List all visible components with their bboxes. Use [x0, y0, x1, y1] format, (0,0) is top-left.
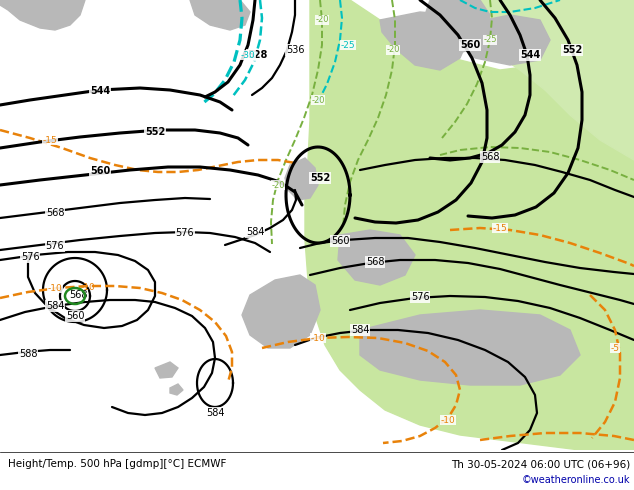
Text: 588: 588: [19, 349, 37, 359]
Polygon shape: [430, 0, 634, 160]
Text: -10: -10: [441, 416, 455, 424]
Text: -25: -25: [340, 41, 355, 49]
Text: 576: 576: [46, 241, 64, 251]
Text: -20: -20: [271, 180, 285, 190]
Text: 576: 576: [176, 228, 194, 238]
Text: -25: -25: [483, 35, 497, 45]
Text: 536: 536: [286, 45, 304, 55]
Text: 560: 560: [66, 311, 84, 321]
Polygon shape: [190, 0, 250, 30]
Text: Th 30-05-2024 06:00 UTC (06+96): Th 30-05-2024 06:00 UTC (06+96): [451, 459, 630, 469]
Text: -20: -20: [386, 46, 400, 54]
Text: -5: -5: [611, 343, 619, 352]
Polygon shape: [380, 12, 470, 70]
Text: 552: 552: [145, 127, 165, 137]
Text: 584: 584: [46, 301, 64, 311]
Text: 560: 560: [90, 166, 110, 176]
Polygon shape: [155, 362, 178, 378]
Text: 584: 584: [206, 408, 224, 418]
Text: 568: 568: [46, 208, 64, 218]
Text: -20: -20: [315, 16, 329, 24]
Text: -10: -10: [81, 283, 95, 292]
Text: 576: 576: [411, 292, 429, 302]
Polygon shape: [285, 158, 318, 200]
Text: 560: 560: [331, 236, 349, 246]
Text: 552: 552: [310, 173, 330, 183]
Text: 576: 576: [21, 252, 39, 262]
Text: 552: 552: [562, 45, 582, 55]
Text: 584: 584: [351, 325, 369, 335]
Polygon shape: [425, 0, 490, 55]
Polygon shape: [242, 275, 320, 348]
Polygon shape: [170, 384, 183, 395]
Text: 560: 560: [460, 40, 480, 50]
Text: 568: 568: [366, 257, 384, 267]
Text: ©weatheronline.co.uk: ©weatheronline.co.uk: [522, 475, 630, 485]
Text: -15: -15: [42, 136, 57, 145]
Text: -30: -30: [241, 50, 256, 59]
Text: 528: 528: [247, 50, 267, 60]
Polygon shape: [338, 230, 415, 285]
Text: -15: -15: [493, 223, 507, 232]
Polygon shape: [460, 15, 550, 65]
Text: -20: -20: [311, 96, 325, 104]
Text: -10: -10: [311, 334, 325, 343]
Text: 544: 544: [520, 50, 540, 60]
Polygon shape: [360, 310, 580, 385]
Text: Height/Temp. 500 hPa [gdmp][°C] ECMWF: Height/Temp. 500 hPa [gdmp][°C] ECMWF: [8, 459, 226, 469]
Text: 568: 568: [481, 152, 499, 162]
Text: 568: 568: [68, 290, 87, 300]
Text: 584: 584: [246, 227, 264, 237]
Polygon shape: [305, 0, 634, 450]
Text: -10: -10: [48, 284, 62, 293]
Text: 544: 544: [90, 86, 110, 96]
Polygon shape: [0, 0, 85, 30]
